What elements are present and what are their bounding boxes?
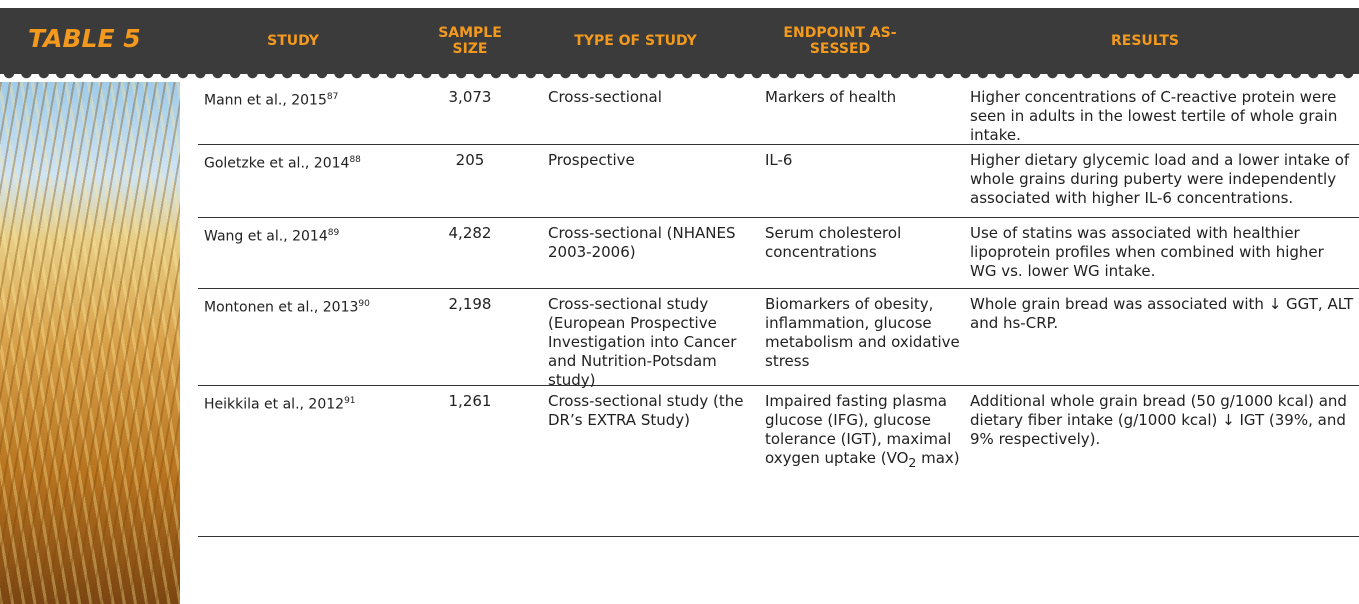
column-header: RESULTS	[960, 8, 1330, 74]
sample-size: 3,073	[430, 88, 510, 107]
study-type: Cross-sectional (NHANES 2003-2006)	[548, 224, 748, 262]
endpoint-text: IL-6	[765, 151, 792, 169]
type-text: Prospective	[548, 151, 635, 169]
page: TABLE 5 Mann et al., 2015873,073Cross-se…	[0, 0, 1359, 604]
endpoint: Serum cholesterol concentrations	[765, 224, 960, 262]
type-text: Cross-sectional	[548, 88, 662, 106]
header-line: STUDY	[267, 33, 319, 49]
type-text: Cross-sectional study (European Prospect…	[548, 295, 736, 389]
endpoint-text: Serum cholesterol concentrations	[765, 224, 901, 261]
endpoint: Markers of health	[765, 88, 960, 107]
wheat-image	[0, 82, 180, 604]
results: Higher dietary glycemic load and a lower…	[970, 151, 1355, 208]
header-line: RESULTS	[1111, 33, 1179, 49]
sample-size: 1,261	[430, 392, 510, 411]
type-text: Cross-sectional study (the DR’s EXTRA St…	[548, 392, 744, 429]
study-type: Cross-sectional study (European Prospect…	[548, 295, 748, 390]
reference: 89	[328, 228, 339, 238]
header-line: TYPE OF STUDY	[574, 33, 696, 49]
study-name: Mann et al., 2015	[204, 93, 327, 109]
endpoint: IL-6	[765, 151, 960, 170]
endpoint-text: Markers of health	[765, 88, 896, 106]
header-line: SIZE	[452, 41, 487, 57]
header-line: SAMPLE	[438, 25, 502, 41]
study-name: Wang et al., 2014	[204, 229, 328, 245]
results: Use of statins was associated with healt…	[970, 224, 1355, 281]
endpoint-text: Biomarkers of obesity, inflammation, glu…	[765, 295, 960, 370]
table-label: TABLE 5	[28, 24, 141, 53]
results: Additional whole grain bread (50 g/1000 …	[970, 392, 1355, 449]
study-type: Cross-sectional study (the DR’s EXTRA St…	[548, 392, 748, 430]
header-line: ENDPOINT AS-	[783, 25, 896, 41]
sample-size: 205	[430, 151, 510, 170]
study-name: Heikkila et al., 2012	[204, 397, 344, 413]
column-header-text: RESULTS	[1111, 33, 1179, 49]
type-text: Cross-sectional (NHANES 2003-2006)	[548, 224, 736, 261]
study-cell: Goletzke et al., 201488	[204, 151, 434, 174]
column-header-text: ENDPOINT AS-SESSED	[783, 25, 896, 57]
header-line: SESSED	[810, 41, 870, 57]
study-cell: Montonen et al., 201390	[204, 295, 434, 318]
sample-size: 4,282	[430, 224, 510, 243]
study-name: Goletzke et al., 2014	[204, 156, 349, 172]
reference: 88	[349, 155, 360, 165]
study-name: Montonen et al., 2013	[204, 300, 358, 316]
results: Whole grain bread was associated with ↓ …	[970, 295, 1355, 333]
study-type: Cross-sectional	[548, 88, 748, 107]
column-header: STUDY	[208, 8, 378, 74]
results: Higher concentrations of C-reactive prot…	[970, 88, 1355, 145]
reference: 87	[327, 92, 338, 102]
column-header-text: TYPE OF STUDY	[574, 33, 696, 49]
column-header-text: STUDY	[267, 33, 319, 49]
study-cell: Mann et al., 201587	[204, 88, 434, 111]
endpoint-text: max)	[916, 449, 959, 467]
endpoint: Biomarkers of obesity, inflammation, glu…	[765, 295, 960, 371]
reference: 90	[358, 299, 369, 309]
study-type: Prospective	[548, 151, 748, 170]
column-header: TYPE OF STUDY	[548, 8, 723, 74]
study-cell: Wang et al., 201489	[204, 224, 434, 247]
study-cell: Heikkila et al., 201291	[204, 392, 434, 415]
sample-size: 2,198	[430, 295, 510, 314]
reference: 91	[344, 396, 355, 406]
column-header: ENDPOINT AS-SESSED	[750, 8, 930, 74]
endpoint: Impaired fasting plasma glucose (IFG), g…	[765, 392, 960, 472]
